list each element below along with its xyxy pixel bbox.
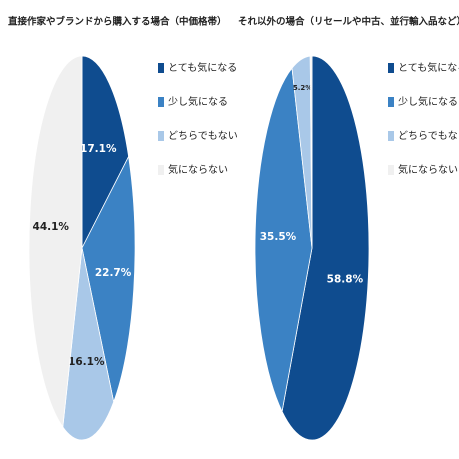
legend-label: 気にならない: [168, 163, 228, 176]
legend-label: どちらでもない: [398, 130, 459, 142]
pie-slice: [309, 55, 313, 249]
chart-title: それ以外の場合（リセールや中古、並行輸入品など）（中価格帯）: [238, 16, 459, 28]
data-label: 16.1%: [68, 356, 105, 368]
legend-marker: [158, 131, 164, 141]
pie-slice: [281, 55, 370, 441]
pie-slice: [81, 55, 130, 249]
pie-slice: [81, 155, 136, 404]
legend-marker: [158, 97, 164, 107]
pie-slice: [62, 247, 115, 441]
legend-label: どちらでもない: [168, 130, 238, 142]
legend-marker: [388, 63, 394, 73]
legend-label: とても気になる: [168, 61, 237, 74]
legend-marker: [388, 97, 394, 107]
data-label: 17.1%: [80, 143, 117, 155]
legend-label: 少し気になる: [168, 95, 228, 108]
legend-marker: [388, 165, 394, 175]
data-label: 5.2%: [293, 84, 312, 92]
data-label: 58.8%: [327, 273, 364, 285]
pie-slice: [28, 55, 83, 429]
legend-marker: [388, 131, 394, 141]
legend-marker: [158, 165, 164, 175]
legend-label: とても気になる: [398, 61, 459, 74]
legend-label: 少し気になる: [398, 95, 458, 108]
pie-slice: [254, 67, 313, 413]
data-label: 22.7%: [95, 267, 132, 279]
chart-title: 直接作家やブランドから購入する場合（中価格帯）: [8, 16, 227, 28]
legend-label: 気にならない: [398, 163, 458, 176]
data-label: 44.1%: [33, 221, 70, 233]
legend-marker: [158, 63, 164, 73]
data-label: 35.5%: [260, 231, 297, 243]
